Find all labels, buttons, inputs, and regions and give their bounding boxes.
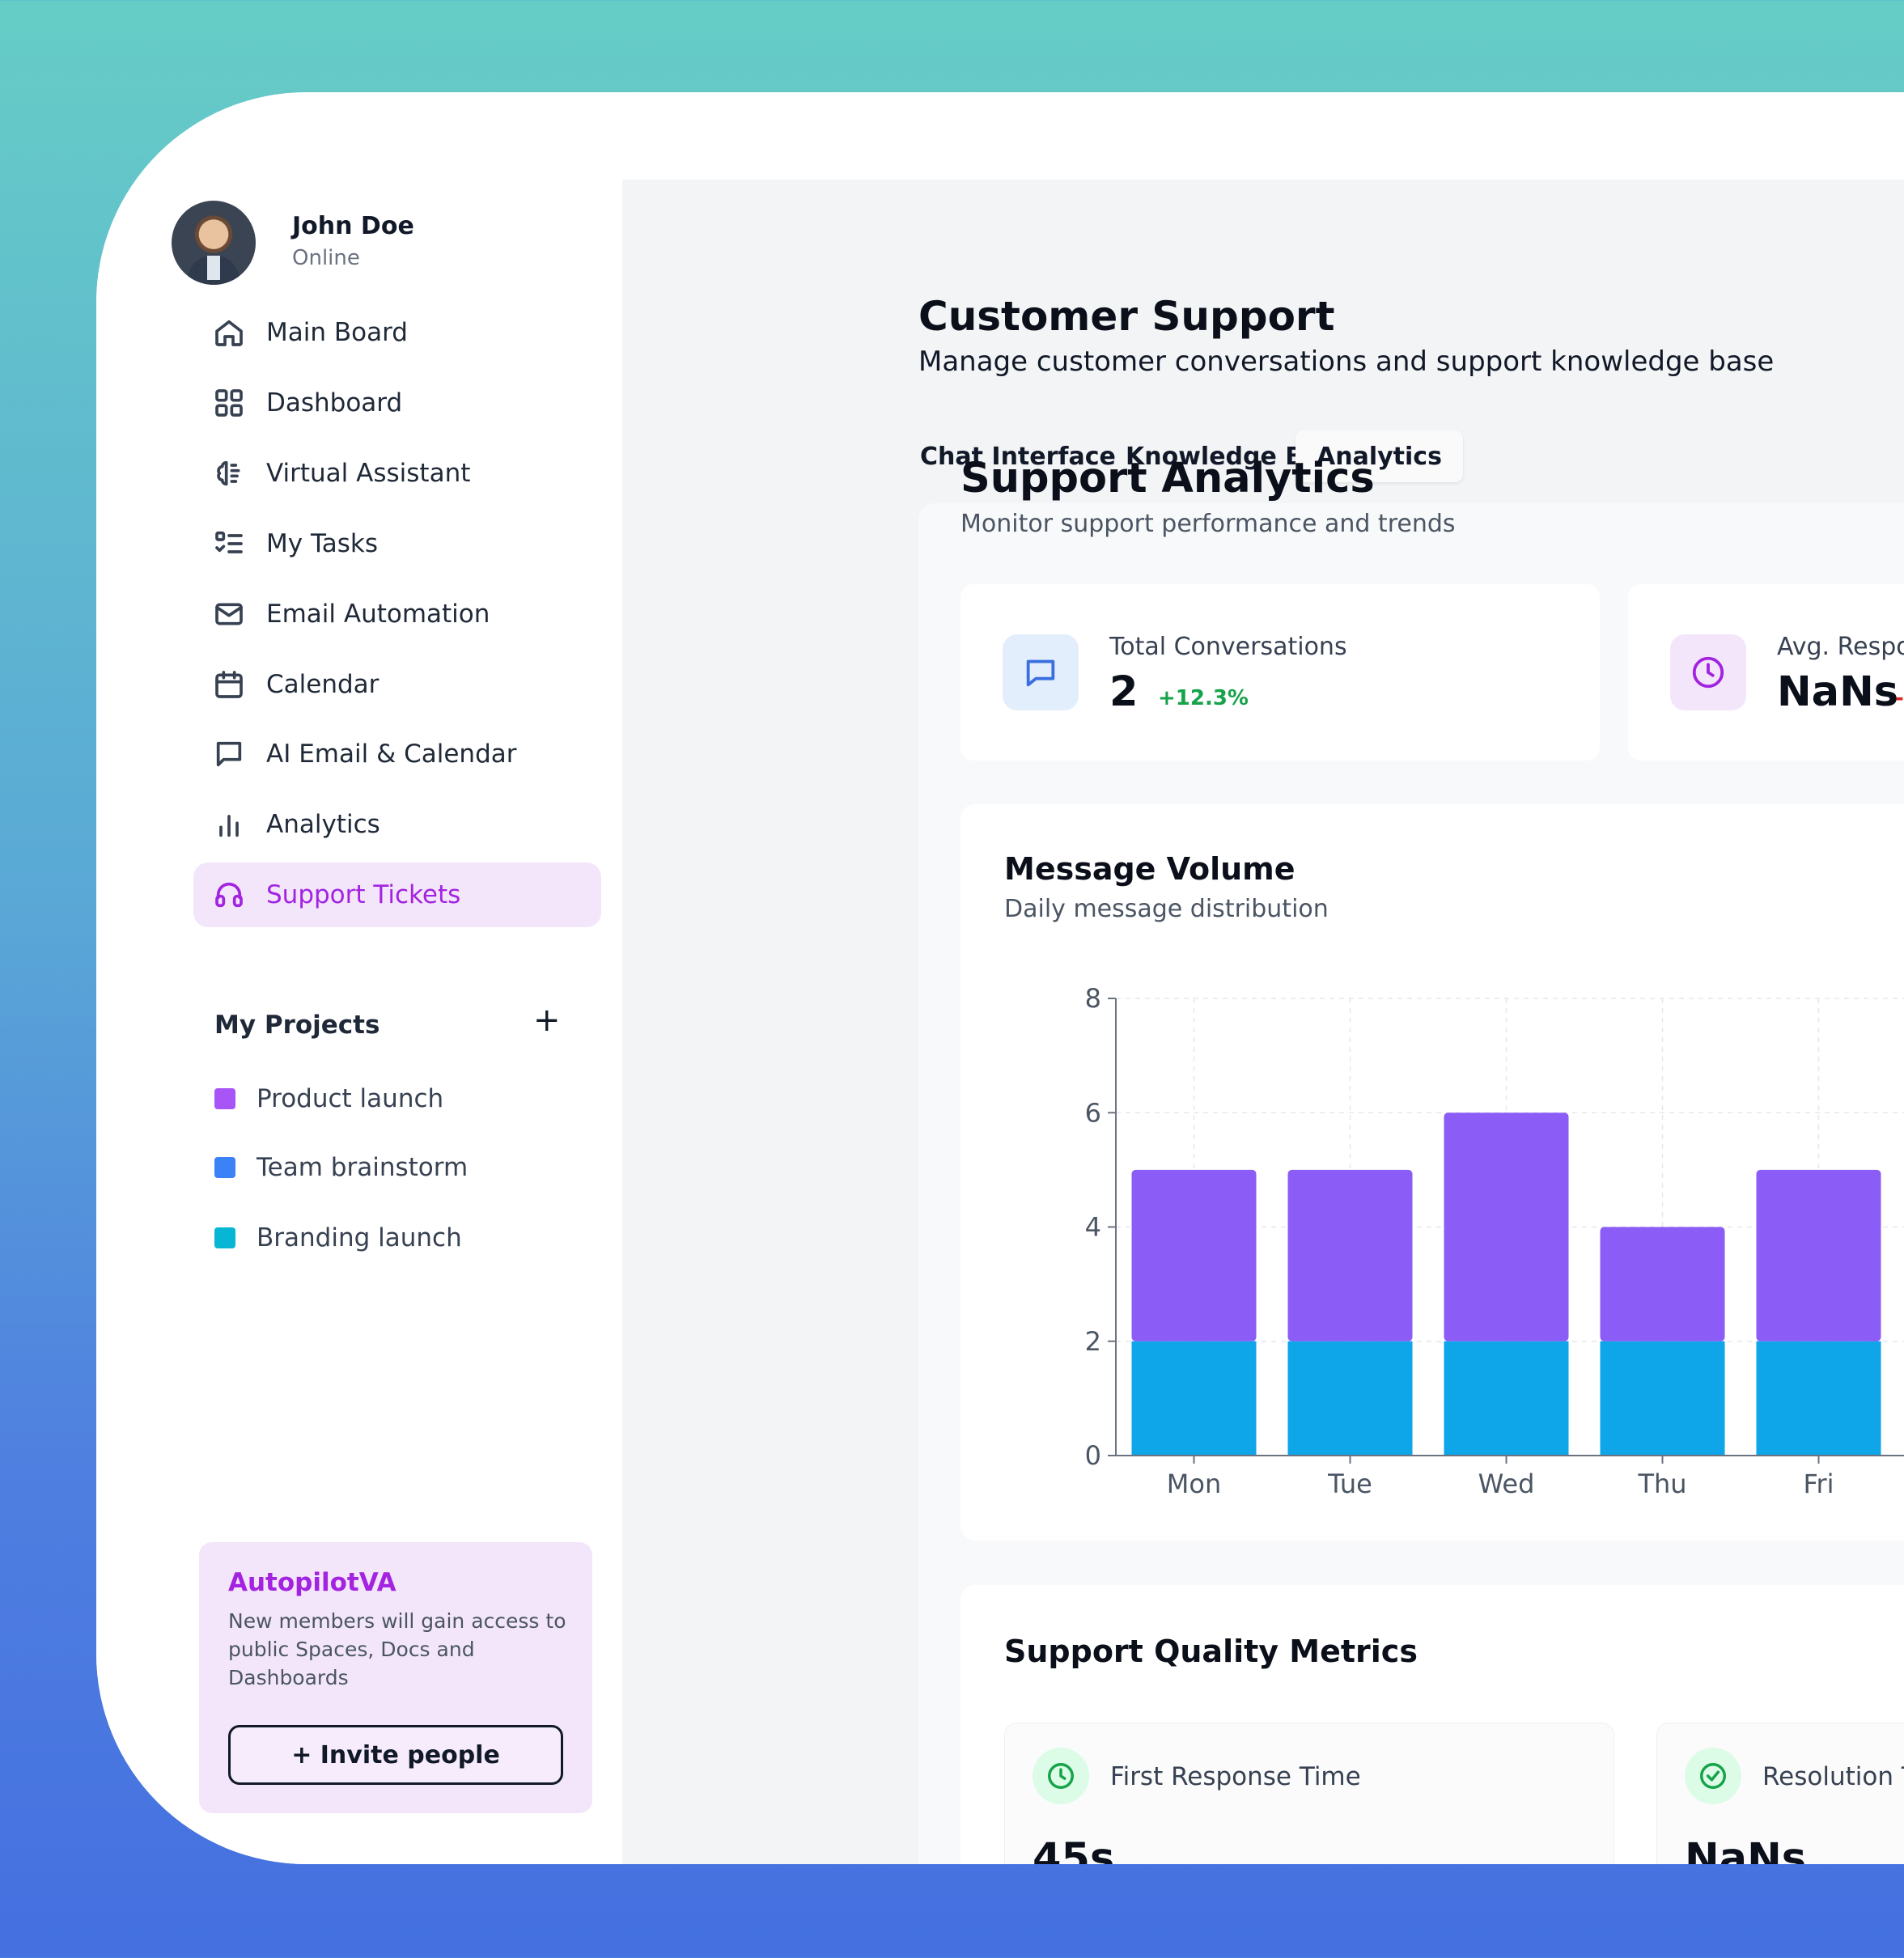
sidebar-item-analytics[interactable]: Analytics [193, 792, 601, 857]
headset-icon [211, 877, 247, 913]
calendar-icon [211, 667, 247, 702]
bar-base-fri [1756, 1341, 1881, 1456]
bar-top-tue [1287, 1169, 1413, 1341]
sidebar-item-label: Calendar [266, 670, 380, 699]
x-tick-label: Wed [1478, 1468, 1535, 1499]
promo-title: AutopilotVA [228, 1568, 396, 1597]
project-item[interactable]: Product launch [214, 1084, 443, 1113]
sidebar-item-label: My Tasks [266, 529, 379, 558]
section-subtitle: Monitor support performance and trends [960, 510, 1456, 538]
tab-chat-interface[interactable]: Chat Interface [920, 442, 1116, 471]
stat-value: 2 [1109, 668, 1139, 716]
bar-top-thu [1600, 1227, 1725, 1341]
y-tick-label: 2 [1085, 1326, 1101, 1357]
quality-metrics-card: Support Quality Metrics First Response T… [960, 1585, 1904, 1864]
x-tick-label: Thu [1637, 1468, 1686, 1499]
y-tick-label: 8 [1085, 983, 1101, 1014]
x-tick-label: Tue [1327, 1468, 1372, 1499]
bar-top-wed [1444, 1112, 1569, 1341]
bar-base-wed [1444, 1341, 1569, 1456]
y-tick-label: 6 [1085, 1097, 1101, 1128]
app-window: John Doe Online Main Board Dashboard Vir… [96, 92, 1904, 1864]
page-title: Customer Support [918, 293, 1335, 340]
bar-base-tue [1287, 1341, 1413, 1456]
sidebar-item-calendar[interactable]: Calendar [193, 652, 601, 717]
project-item[interactable]: Team brainstorm [214, 1153, 468, 1182]
sidebar-item-my-tasks[interactable]: My Tasks [193, 511, 601, 576]
sidebar-item-label: Support Tickets [266, 880, 461, 909]
sidebar-item-label: Email Automation [266, 600, 490, 629]
metric-label: First Response Time [1110, 1762, 1361, 1791]
sidebar-item-email-automation[interactable]: Email Automation [193, 582, 601, 646]
user-status: Online [292, 246, 360, 270]
user-name: John Doe [292, 212, 414, 240]
sidebar-item-support-tickets[interactable]: Support Tickets [193, 862, 601, 927]
bar-chart-icon [211, 807, 247, 842]
quality-title: Support Quality Metrics [1004, 1634, 1418, 1669]
metric-value: NaNs [1685, 1835, 1807, 1864]
sidebar-item-virtual-assistant[interactable]: Virtual Assistant [193, 441, 601, 506]
projects-title: My Projects [214, 1011, 380, 1040]
stat-card-avg-response: Avg. Respo NaNs - [1628, 584, 1904, 761]
home-icon [211, 315, 247, 350]
metric-first-response-time: First Response Time 45s [1004, 1723, 1614, 1864]
sidebar-item-label: Virtual Assistant [266, 459, 471, 488]
project-color-swatch [214, 1227, 235, 1248]
chat-icon [211, 736, 247, 772]
project-label: Product launch [257, 1084, 444, 1113]
stat-card-total-conversations: Total Conversations 2 +12.3% [960, 584, 1600, 761]
y-tick-label: 4 [1085, 1212, 1101, 1243]
invite-people-button[interactable]: + Invite people [228, 1725, 563, 1785]
bar-top-fri [1756, 1169, 1881, 1341]
page-subtitle: Manage customer conversations and suppor… [918, 345, 1775, 378]
clock-icon [1670, 634, 1746, 710]
mail-icon [211, 596, 247, 632]
sidebar-item-label: AI Email & Calendar [266, 740, 517, 769]
bar-base-thu [1600, 1341, 1725, 1456]
stat-label: Avg. Respo [1777, 633, 1904, 661]
bar-base-mon [1131, 1341, 1257, 1456]
message-volume-card: Message Volume Daily message distributio… [960, 804, 1904, 1541]
bar-top-mon [1131, 1169, 1257, 1341]
project-item[interactable]: Branding launch [214, 1223, 462, 1252]
stat-value: NaNs [1777, 668, 1899, 716]
sidebar-item-ai-email-calendar[interactable]: AI Email & Calendar [193, 722, 601, 786]
project-color-swatch [214, 1157, 235, 1178]
sidebar-item-label: Main Board [266, 318, 408, 347]
project-color-swatch [214, 1088, 235, 1109]
metric-value: 45s [1033, 1835, 1115, 1864]
clock-icon [1033, 1748, 1089, 1804]
x-tick-label: Mon [1167, 1468, 1221, 1499]
sidebar-item-label: Dashboard [266, 388, 403, 417]
brain-icon [211, 456, 247, 491]
add-project-button[interactable]: + [533, 1002, 561, 1039]
chart-subtitle: Daily message distribution [1004, 895, 1329, 923]
list-check-icon [211, 526, 247, 562]
check-circle-icon [1685, 1748, 1741, 1804]
metric-resolution-time: Resolution Ti NaNs [1656, 1723, 1904, 1864]
stat-delta: - [1895, 686, 1904, 710]
sidebar: John Doe Online Main Board Dashboard Vir… [96, 92, 622, 1864]
stat-label: Total Conversations [1109, 633, 1347, 661]
avatar[interactable] [172, 201, 256, 285]
stat-delta: +12.3% [1158, 686, 1249, 710]
project-label: Team brainstorm [257, 1153, 469, 1182]
chart-title: Message Volume [1004, 851, 1295, 887]
sidebar-item-label: Analytics [266, 810, 380, 839]
x-tick-label: Fri [1803, 1468, 1834, 1499]
sidebar-item-dashboard[interactable]: Dashboard [193, 371, 601, 435]
y-tick-label: 0 [1085, 1440, 1101, 1471]
sidebar-item-main-board[interactable]: Main Board [193, 300, 601, 365]
tab-analytics[interactable]: Analytics [1295, 430, 1463, 482]
metric-label: Resolution Ti [1762, 1762, 1904, 1791]
promo-card: AutopilotVA New members will gain access… [199, 1542, 592, 1813]
message-volume-chart: 0 2 4 6 8 Mon Tue Wed Thu Fri [1085, 983, 1904, 1499]
project-label: Branding launch [257, 1223, 462, 1252]
chat-icon [1003, 634, 1079, 710]
grid-icon [211, 385, 247, 421]
section-title: Support Analytics [960, 455, 1375, 502]
promo-description: New members will gain access to public S… [228, 1609, 566, 1689]
